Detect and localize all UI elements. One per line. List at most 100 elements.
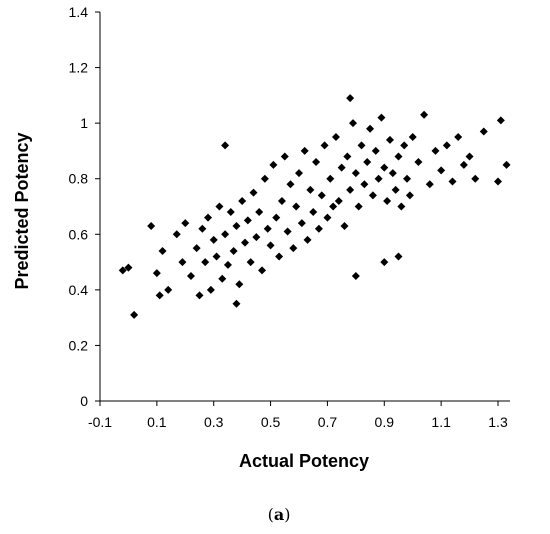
x-tick-label: 1.1 [431,414,451,430]
data-point [346,185,355,194]
data-point [243,216,252,225]
data-point [380,258,389,267]
data-point [178,258,187,267]
data-point [343,152,352,161]
data-point [346,94,355,103]
plot-area [118,94,511,319]
data-point [277,196,286,205]
data-point [272,213,281,222]
data-point [201,258,210,267]
data-point [349,119,358,128]
data-point [186,271,195,280]
figure-caption: (a) [268,505,291,524]
data-point [394,252,403,261]
data-point [206,285,215,294]
data-point [331,133,340,142]
y-tick-label: 0.6 [69,226,89,242]
y-tick-label: 0.8 [69,171,89,187]
data-point [124,263,133,272]
data-point [221,230,230,239]
data-point [377,113,386,122]
data-point [275,252,284,261]
data-point [351,271,360,280]
data-point [385,135,394,144]
data-point [218,274,227,283]
data-point [172,230,181,239]
x-tick-label: 0.1 [147,414,167,430]
data-point [209,235,218,244]
data-point [212,252,221,261]
x-axis-title: Actual Potency [239,451,369,471]
data-point [400,141,409,150]
y-tick-label: 0.4 [69,282,89,298]
data-point [465,152,474,161]
data-point [195,291,204,300]
x-tick-label: 0.7 [318,414,338,430]
data-point [292,202,301,211]
data-point [459,160,468,169]
data-point [258,266,267,275]
data-point [363,158,372,167]
data-point [303,235,312,244]
data-point [221,141,230,150]
data-point [394,152,403,161]
data-point [155,291,164,300]
data-point [235,280,244,289]
data-point [255,208,264,217]
data-point [260,174,269,183]
data-point [204,213,213,222]
data-point [414,158,423,167]
data-point [442,141,451,150]
data-point [391,185,400,194]
data-point [263,224,272,233]
data-point [448,177,457,186]
data-point [314,224,323,233]
data-point [238,196,247,205]
data-point [152,269,161,278]
data-point [388,169,397,178]
data-point [374,174,383,183]
data-point [252,233,261,242]
y-tick-label: 1.4 [69,4,89,20]
data-point [181,219,190,228]
data-point [351,169,360,178]
data-point [340,221,349,230]
y-axis-title: Predicted Potency [12,132,32,289]
y-axis-ticks: 0 0.2 0.4 0.6 0.8 1 1.2 1.4 [69,4,100,409]
data-point [494,177,502,186]
data-point [471,174,480,183]
data-point [431,146,440,155]
data-point [297,219,306,228]
data-point [232,299,241,308]
data-point [334,196,343,205]
y-tick-label: 1.2 [69,60,89,76]
x-tick-label: -0.1 [88,414,112,430]
data-point [295,169,303,178]
x-axis-ticks: -0.1 0.1 0.3 0.5 0.7 0.9 1.1 1.3 [88,401,508,430]
data-point [454,133,463,142]
data-point [368,191,377,200]
data-point [223,260,232,269]
y-tick-label: 1 [80,115,88,131]
data-point [118,266,127,275]
data-point [366,124,375,133]
data-point [232,221,241,230]
data-point [164,285,173,294]
data-point [192,244,201,253]
data-point [360,180,369,189]
data-point [354,202,363,211]
data-point [479,127,488,136]
data-point [397,202,406,211]
data-point [357,141,366,150]
data-point [383,196,392,205]
data-point [215,202,224,211]
data-point [286,180,295,189]
data-point [380,163,389,172]
data-point [266,241,275,250]
data-point [280,152,289,161]
data-point [226,208,235,217]
data-point [306,185,315,194]
data-point [405,191,414,200]
data-point [320,141,329,150]
